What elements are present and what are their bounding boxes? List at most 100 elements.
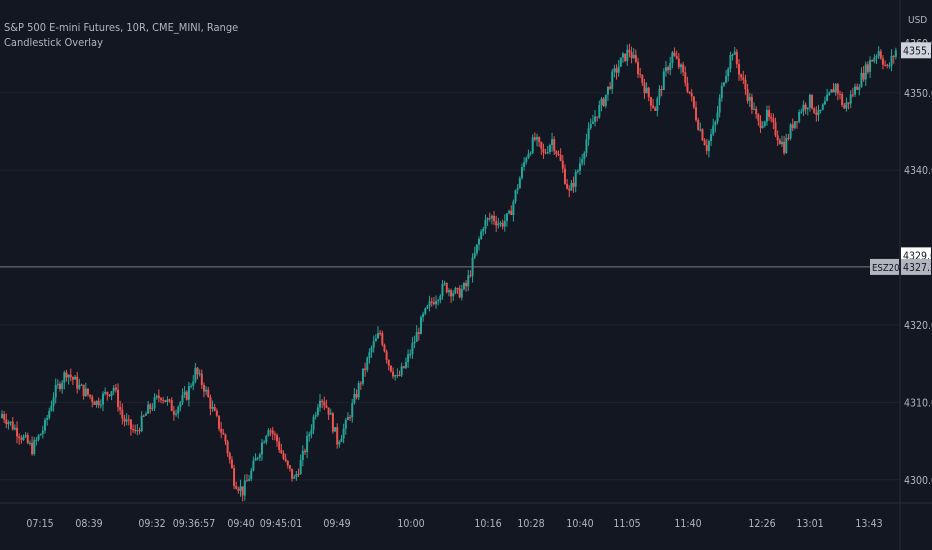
candle-body [117, 389, 120, 408]
candle-body [811, 94, 814, 109]
candle-body [443, 283, 446, 285]
candle-body [727, 68, 730, 77]
candle-body [460, 289, 463, 298]
candle-body [639, 74, 642, 76]
candle-body [731, 54, 734, 56]
candle-body [508, 210, 511, 214]
candle-body [722, 82, 725, 86]
candle-body [454, 288, 457, 294]
candle-body [5, 419, 8, 425]
candle-body [11, 421, 14, 430]
candle-body [697, 120, 700, 130]
candle-body [308, 434, 311, 437]
candle-body [306, 436, 309, 453]
currency-label[interactable]: USD [908, 15, 928, 26]
candle-body [99, 404, 102, 406]
candle-body [321, 400, 324, 402]
candle-body [211, 406, 214, 409]
candle-body [252, 460, 255, 471]
candle-body [127, 419, 130, 421]
candle-body [529, 152, 532, 154]
candle-body [864, 64, 867, 80]
candle-body [91, 396, 94, 402]
candle-body [845, 102, 848, 109]
candle-body [591, 121, 594, 124]
candle-body [826, 94, 829, 102]
candle-body [392, 371, 395, 377]
candle-body [351, 403, 354, 418]
candle-body [536, 137, 539, 140]
candle-body [230, 459, 233, 469]
candle-body [432, 302, 435, 305]
candle-body [643, 82, 646, 94]
candle-body [598, 104, 601, 118]
candle-body [74, 376, 77, 380]
candle-body [514, 190, 517, 202]
candle-body [129, 419, 132, 429]
candle-body [763, 121, 766, 126]
candle-body [516, 188, 519, 191]
candle-body [520, 166, 523, 179]
candle-body [877, 51, 880, 57]
candle-body [153, 397, 156, 409]
candle-body [497, 223, 500, 226]
candle-body [546, 151, 549, 153]
candle-body [364, 368, 367, 370]
legend-indicator[interactable]: Candlestick Overlay [4, 36, 103, 49]
candle-body [284, 458, 287, 461]
candle-body [559, 154, 562, 161]
candle-body [271, 430, 274, 434]
candle-body [501, 222, 504, 227]
candle-body [783, 141, 786, 153]
candle-body [462, 283, 465, 290]
candle-body [282, 453, 285, 459]
candle-body [690, 93, 693, 97]
candle-body [303, 450, 306, 453]
candle-body [187, 386, 190, 400]
candle-body [241, 486, 244, 496]
candle-body [314, 415, 317, 417]
candle-body [475, 244, 478, 254]
candle-body [808, 94, 811, 108]
candle-body [866, 64, 869, 72]
candle-body [725, 76, 728, 83]
candle-body [213, 406, 216, 411]
symbol-tag-label: ESZ2021 [872, 263, 910, 274]
candle-body [512, 201, 515, 215]
candle-body [540, 141, 543, 149]
candle-body [742, 77, 745, 80]
candle-body [484, 219, 487, 229]
candle-body [140, 415, 143, 432]
candle-body [800, 111, 803, 113]
candle-body [527, 153, 530, 159]
candle-body [695, 107, 698, 121]
candle-body [157, 395, 160, 399]
time-axis[interactable]: 07:15 08:39 09:32 09:36:57 09:40 09:45:01 09:4… [26, 518, 882, 530]
candle-body [445, 283, 448, 293]
candle-body [235, 485, 238, 489]
candle-body [218, 415, 221, 429]
candle-body [469, 275, 472, 277]
candle-body [465, 283, 468, 287]
candle-body [660, 89, 663, 91]
candle-body [177, 406, 180, 414]
candle-body [16, 427, 19, 437]
symbol-tag-box [870, 258, 899, 275]
candle-body [602, 98, 605, 106]
candle-body [533, 137, 536, 140]
candle-body [329, 413, 332, 415]
candle-body [404, 362, 407, 368]
candle-body [576, 170, 579, 173]
legend-title[interactable]: S&P 500 E-mini Futures, 10R, CME_MINI, R… [4, 21, 239, 34]
candle-body [394, 375, 397, 377]
candle-body [194, 367, 197, 382]
candle-body [233, 468, 236, 486]
candle-body [205, 389, 208, 392]
candle-body [551, 139, 554, 146]
candle-body [832, 89, 835, 93]
candle-body [856, 86, 859, 90]
time-tick-label: 09:40 [227, 518, 254, 530]
candle-body [467, 275, 470, 287]
candle-body [772, 118, 775, 123]
